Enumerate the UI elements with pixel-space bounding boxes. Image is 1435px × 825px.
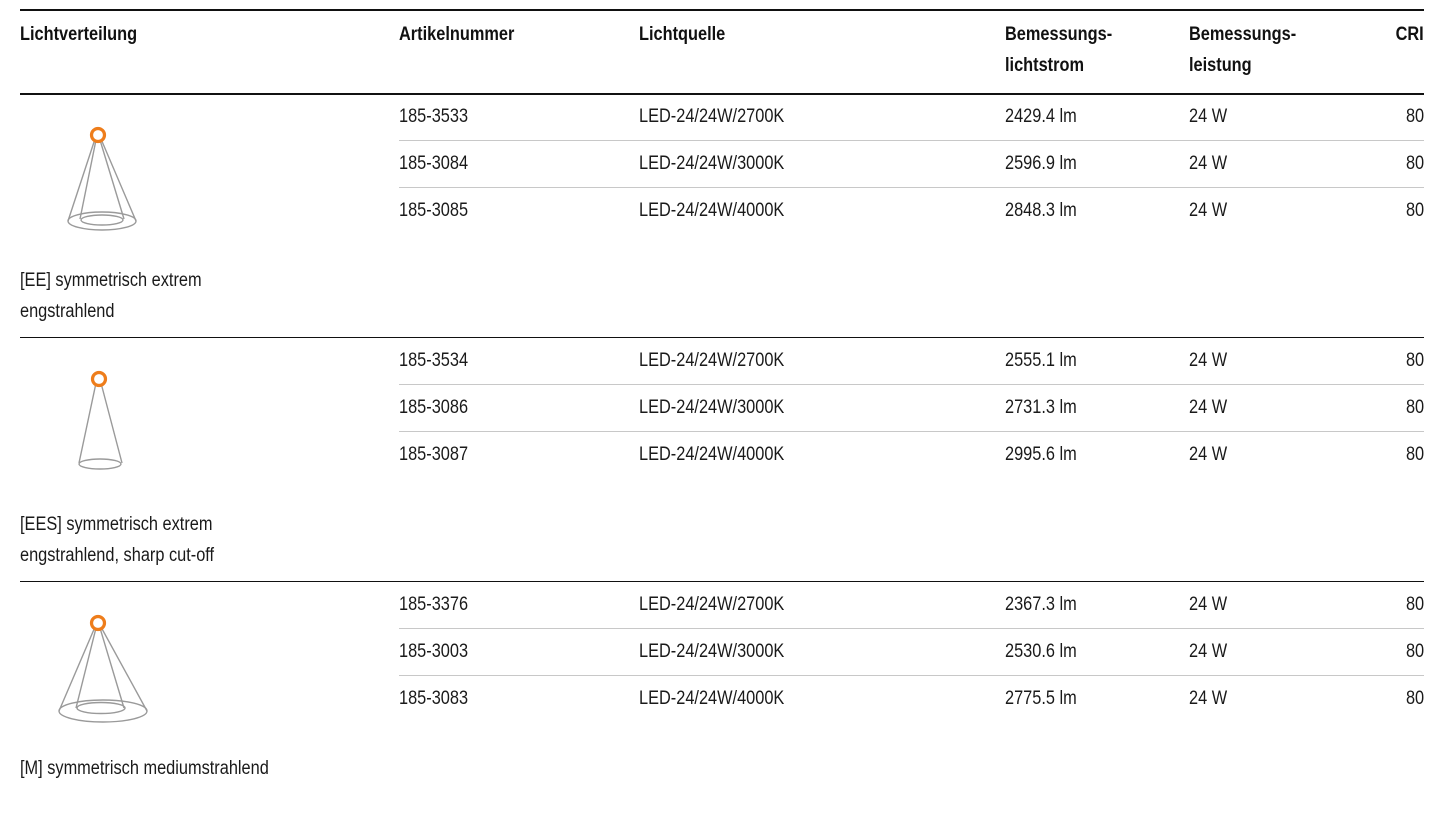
distribution-label: [EE] symmetrisch extrem engstrahlend — [20, 270, 202, 322]
header-power: Bemessungs- leistung — [1189, 19, 1296, 81]
table-row: 185-3533 LED-24/24W/2700K 2429.4 lm 24 W… — [399, 94, 1424, 141]
table-row: 185-3003 LED-24/24W/3000K 2530.6 lm 24 W… — [399, 629, 1424, 676]
luminous-flux: 2995.6 lm — [1005, 444, 1077, 465]
extreme-narrow-sharp-cutoff-beam-icon — [78, 370, 123, 470]
rated-power: 24 W — [1189, 200, 1228, 221]
cri-value: 80 — [1405, 200, 1424, 221]
table-row: 185-3534 LED-24/24W/2700K 2555.1 lm 24 W… — [399, 338, 1424, 385]
rated-power: 24 W — [1189, 106, 1228, 127]
distribution-label: [M] symmetrisch mediumstrahlend — [20, 758, 269, 779]
header-distribution: Lichtverteilung — [20, 24, 138, 45]
rated-power: 24 W — [1189, 641, 1228, 662]
table-row: 185-3083 LED-24/24W/4000K 2775.5 lm 24 W… — [399, 676, 1424, 722]
table-row: 185-3087 LED-24/24W/4000K 2995.6 lm 24 W… — [399, 432, 1424, 478]
distribution-label: [EES] symmetrisch extrem engstrahlend, s… — [20, 514, 215, 566]
light-source: LED-24/24W/4000K — [639, 444, 785, 465]
cri-value: 80 — [1405, 106, 1424, 127]
article-number: 185-3003 — [399, 641, 469, 662]
article-number: 185-3086 — [399, 397, 469, 418]
header-power-line2: leistung — [1189, 55, 1252, 76]
table-row: 185-3085 LED-24/24W/4000K 2848.3 lm 24 W… — [399, 188, 1424, 234]
top-rule — [20, 9, 1424, 11]
cri-value: 80 — [1405, 350, 1424, 371]
luminous-flux: 2596.9 lm — [1005, 153, 1077, 174]
cri-value: 80 — [1405, 594, 1424, 615]
article-number: 185-3533 — [399, 106, 469, 127]
luminous-flux: 2555.1 lm — [1005, 350, 1077, 371]
light-source: LED-24/24W/2700K — [639, 594, 785, 615]
article-number: 185-3085 — [399, 200, 469, 221]
header-source: Lichtquelle — [639, 24, 726, 45]
rated-power: 24 W — [1189, 397, 1228, 418]
article-number: 185-3084 — [399, 153, 469, 174]
article-number: 185-3087 — [399, 444, 469, 465]
luminous-flux: 2367.3 lm — [1005, 594, 1077, 615]
header-power-line1: Bemessungs- — [1189, 24, 1297, 45]
table-header: Lichtverteilung Artikelnummer Lichtquell… — [20, 11, 1424, 95]
rated-power: 24 W — [1189, 444, 1228, 465]
cri-value: 80 — [1405, 397, 1424, 418]
light-source: LED-24/24W/4000K — [639, 200, 785, 221]
cri-value: 80 — [1405, 444, 1424, 465]
rated-power: 24 W — [1189, 688, 1228, 709]
header-flux: Bemessungs- lichtstrom — [1005, 19, 1112, 81]
rated-power: 24 W — [1189, 350, 1228, 371]
table-row: 185-3376 LED-24/24W/2700K 2367.3 lm 24 W… — [399, 582, 1424, 629]
distribution-group: [M] symmetrisch mediumstrahlend 185-3376… — [20, 582, 1424, 825]
medium-beam-icon — [58, 614, 148, 723]
table-row: 185-3086 LED-24/24W/3000K 2731.3 lm 24 W… — [399, 385, 1424, 432]
light-source: LED-24/24W/2700K — [639, 106, 785, 127]
distribution-group: [EE] symmetrisch extrem engstrahlend 185… — [20, 94, 1424, 338]
light-source: LED-24/24W/3000K — [639, 641, 785, 662]
light-source: LED-24/24W/3000K — [639, 153, 785, 174]
header-flux-line2: lichtstrom — [1005, 55, 1084, 76]
cri-value: 80 — [1405, 153, 1424, 174]
light-source: LED-24/24W/4000K — [639, 688, 785, 709]
extreme-narrow-beam-icon — [67, 126, 137, 231]
cri-value: 80 — [1405, 688, 1424, 709]
cri-value: 80 — [1405, 641, 1424, 662]
header-flux-line1: Bemessungs- — [1005, 24, 1113, 45]
table-row: 185-3084 LED-24/24W/3000K 2596.9 lm 24 W… — [399, 141, 1424, 188]
article-number: 185-3083 — [399, 688, 469, 709]
rated-power: 24 W — [1189, 153, 1228, 174]
header-article: Artikelnummer — [399, 24, 515, 45]
header-cri: CRI — [1395, 24, 1424, 45]
luminous-flux: 2848.3 lm — [1005, 200, 1077, 221]
luminous-flux: 2731.3 lm — [1005, 397, 1077, 418]
rated-power: 24 W — [1189, 594, 1228, 615]
luminous-flux: 2775.5 lm — [1005, 688, 1077, 709]
article-number: 185-3534 — [399, 350, 469, 371]
luminous-flux: 2429.4 lm — [1005, 106, 1077, 127]
luminous-flux: 2530.6 lm — [1005, 641, 1077, 662]
light-source: LED-24/24W/3000K — [639, 397, 785, 418]
article-number: 185-3376 — [399, 594, 469, 615]
light-source: LED-24/24W/2700K — [639, 350, 785, 371]
distribution-group: [EES] symmetrisch extrem engstrahlend, s… — [20, 338, 1424, 582]
